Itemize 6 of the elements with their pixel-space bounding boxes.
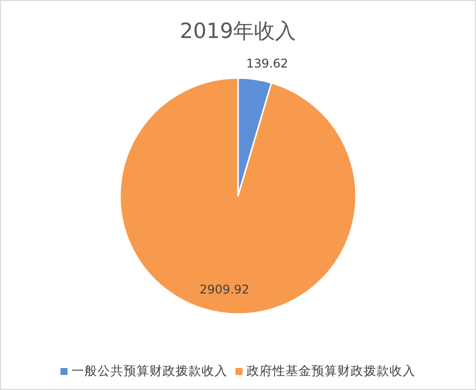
data-label: 139.62 xyxy=(246,56,288,70)
data-label: 2909.92 xyxy=(200,282,250,296)
legend-label: 一般公共预算财政拨款收入 xyxy=(72,363,228,378)
legend-label: 政府性基金预算财政拨款收入 xyxy=(246,363,416,378)
chart-title: 2019年收入 xyxy=(180,19,296,43)
pie-slice xyxy=(119,77,357,315)
